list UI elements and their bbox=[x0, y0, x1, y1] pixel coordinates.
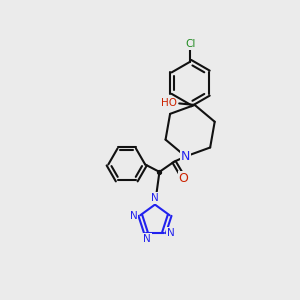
Text: Cl: Cl bbox=[185, 40, 195, 50]
Text: N: N bbox=[143, 234, 151, 244]
Text: N: N bbox=[151, 193, 159, 203]
Text: N: N bbox=[181, 150, 190, 163]
Text: N: N bbox=[130, 211, 138, 221]
Text: N: N bbox=[167, 227, 175, 238]
Text: HO: HO bbox=[160, 98, 176, 108]
Text: O: O bbox=[179, 172, 189, 185]
